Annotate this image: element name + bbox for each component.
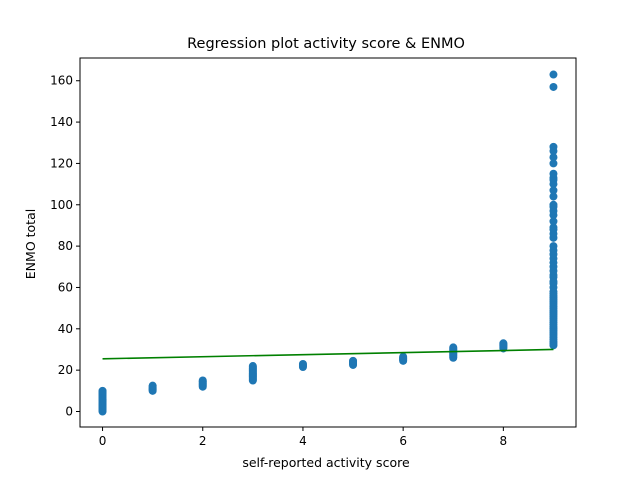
x-tick-label: 0 (99, 434, 107, 448)
chart-title: Regression plot activity score & ENMO (187, 36, 465, 52)
x-tick-label: 8 (500, 434, 508, 448)
data-point (549, 159, 558, 168)
y-tick-label: 120 (50, 156, 73, 170)
data-point (499, 339, 508, 348)
data-point (549, 192, 558, 201)
data-point (549, 82, 558, 91)
y-tick-label: 100 (50, 198, 73, 212)
x-axis-label: self-reported activity score (242, 455, 410, 470)
y-tick-label: 80 (58, 239, 73, 253)
x-axis-ticks: 0 2 4 6 8 (99, 427, 507, 448)
data-point (148, 381, 157, 390)
y-tick-label: 20 (58, 363, 73, 377)
y-tick-label: 0 (65, 404, 73, 418)
data-point (549, 169, 558, 178)
data-point (399, 352, 408, 361)
data-point (549, 70, 558, 79)
y-axis-label: ENMO total (23, 209, 38, 279)
data-point (349, 356, 358, 365)
data-point (549, 242, 558, 251)
data-point (198, 376, 207, 385)
regression-line-group (102, 348, 554, 360)
x-tick-label: 2 (199, 434, 207, 448)
data-point (549, 223, 558, 232)
data-point (549, 142, 558, 151)
data-point (549, 200, 558, 209)
y-axis-ticks: 0 20 40 60 80 100 120 140 160 (50, 74, 80, 418)
y-tick-label: 160 (50, 74, 73, 88)
y-tick-label: 40 (58, 322, 73, 336)
data-point (248, 362, 257, 371)
data-point (549, 186, 558, 195)
regression-line (102, 348, 554, 360)
data-point (549, 153, 558, 162)
plot-area-frame (79, 57, 577, 428)
x-tick-label: 6 (399, 434, 407, 448)
data-point (549, 217, 558, 226)
y-tick-label: 60 (58, 280, 73, 294)
data-point (298, 359, 307, 368)
data-point (449, 343, 458, 352)
y-tick-label: 140 (50, 115, 73, 129)
x-tick-label: 4 (299, 434, 307, 448)
scatter-points (98, 70, 558, 416)
data-point (98, 386, 107, 395)
